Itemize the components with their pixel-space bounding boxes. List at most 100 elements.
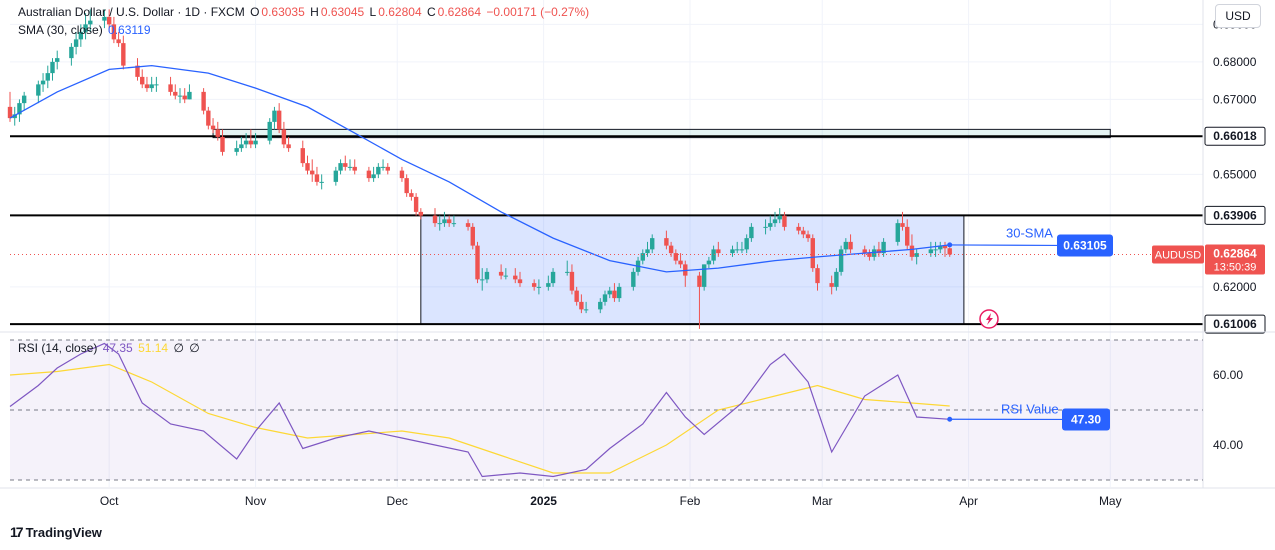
candle-body <box>234 148 239 152</box>
candle-body <box>376 166 381 175</box>
candle <box>286 136 291 152</box>
candle <box>21 91 27 111</box>
candle-body <box>480 279 485 281</box>
candles <box>7 9 952 329</box>
candle-body <box>550 271 556 284</box>
change-value: −0.00171 (−0.27%) <box>486 5 590 19</box>
candle <box>616 283 622 302</box>
candle <box>829 275 834 295</box>
candle-body <box>933 249 938 251</box>
candle-body <box>215 129 220 137</box>
candle-body <box>470 226 475 246</box>
rsi-ma-legend-value: 51.14 <box>138 341 169 355</box>
candle <box>475 241 480 284</box>
candle-body <box>607 290 612 295</box>
candle <box>276 103 282 134</box>
candle <box>782 211 787 231</box>
candle <box>409 189 414 201</box>
candle <box>187 84 192 100</box>
candle-body <box>565 271 570 273</box>
candle <box>598 298 603 314</box>
candle <box>376 163 381 179</box>
candle-body <box>801 230 806 235</box>
svg-text:0.62864: 0.62864 <box>1213 246 1257 260</box>
candle <box>612 283 617 302</box>
candle <box>253 133 258 149</box>
candle <box>805 230 811 242</box>
rsi-legend: RSI (14, close) 47.35 51.14 ∅ ∅ <box>18 341 202 355</box>
candle <box>154 76 159 92</box>
lightning-icon[interactable] <box>979 309 999 329</box>
candle-body <box>413 196 419 212</box>
time-tick-label: 2025 <box>530 494 557 508</box>
candle <box>12 106 17 126</box>
candle <box>881 238 886 257</box>
candle <box>144 76 150 92</box>
candle <box>300 140 305 167</box>
candle-body <box>135 65 140 77</box>
candle <box>905 219 910 250</box>
candle <box>182 88 187 104</box>
candle-body <box>409 193 414 197</box>
candle-body <box>928 249 934 254</box>
time-tick-label: Feb <box>680 494 701 508</box>
candle <box>121 35 126 70</box>
candle-body <box>517 279 523 284</box>
candle-body <box>343 163 348 167</box>
rsi-annotation-text: RSI Value <box>1001 401 1059 416</box>
candle <box>343 155 348 171</box>
candle-body <box>583 309 589 311</box>
candle-body <box>149 84 154 89</box>
candle <box>536 279 542 295</box>
resistance-zone[interactable] <box>212 128 1111 139</box>
candle-body <box>88 20 93 25</box>
candle-body <box>777 215 782 220</box>
candle-body <box>333 170 339 182</box>
candle-body <box>810 238 815 269</box>
open-label: O <box>250 5 260 19</box>
time-axis[interactable]: Oct Nov Dec 2025 Feb Mar Apr May <box>100 494 1122 508</box>
candle-body <box>598 301 603 310</box>
candle <box>607 286 612 299</box>
rsi-legend-value: 47.35 <box>102 341 133 355</box>
currency-button[interactable]: USD <box>1215 4 1261 28</box>
candle <box>267 118 272 145</box>
candle-body <box>201 91 206 111</box>
candle-body <box>574 290 579 302</box>
candle <box>465 219 471 231</box>
candle <box>565 260 570 276</box>
rsi-axis[interactable]: 60.00 40.00 <box>1213 368 1243 452</box>
candle-body <box>106 16 112 25</box>
candle-body <box>272 110 277 122</box>
candle-body <box>300 148 305 164</box>
candle-body <box>716 249 721 254</box>
candle <box>602 290 608 306</box>
candle <box>498 264 504 280</box>
rsi-levels <box>10 339 1203 481</box>
candle <box>763 219 768 235</box>
candle <box>40 73 46 92</box>
candle <box>777 208 782 224</box>
candle-body <box>815 268 820 284</box>
candle-body <box>352 166 357 171</box>
price-tick-label: 0.68000 <box>1213 55 1257 69</box>
tradingview-brand[interactable]: 17 TradingView <box>10 524 102 540</box>
candle-body <box>513 275 518 280</box>
candle-body <box>253 140 258 145</box>
candle-body <box>50 61 55 74</box>
candle <box>513 268 518 284</box>
candle-body <box>168 84 173 92</box>
candle <box>432 208 438 227</box>
candle-body <box>678 260 683 265</box>
candle-body <box>17 103 22 115</box>
low-value: 0.62804 <box>378 5 422 19</box>
candle-body <box>768 223 773 227</box>
candle <box>220 129 225 156</box>
candle-body <box>154 84 159 86</box>
candle-body <box>73 39 79 47</box>
candle-body <box>631 271 636 287</box>
candle <box>645 241 650 257</box>
candle <box>69 43 74 66</box>
candle-body <box>338 163 343 171</box>
